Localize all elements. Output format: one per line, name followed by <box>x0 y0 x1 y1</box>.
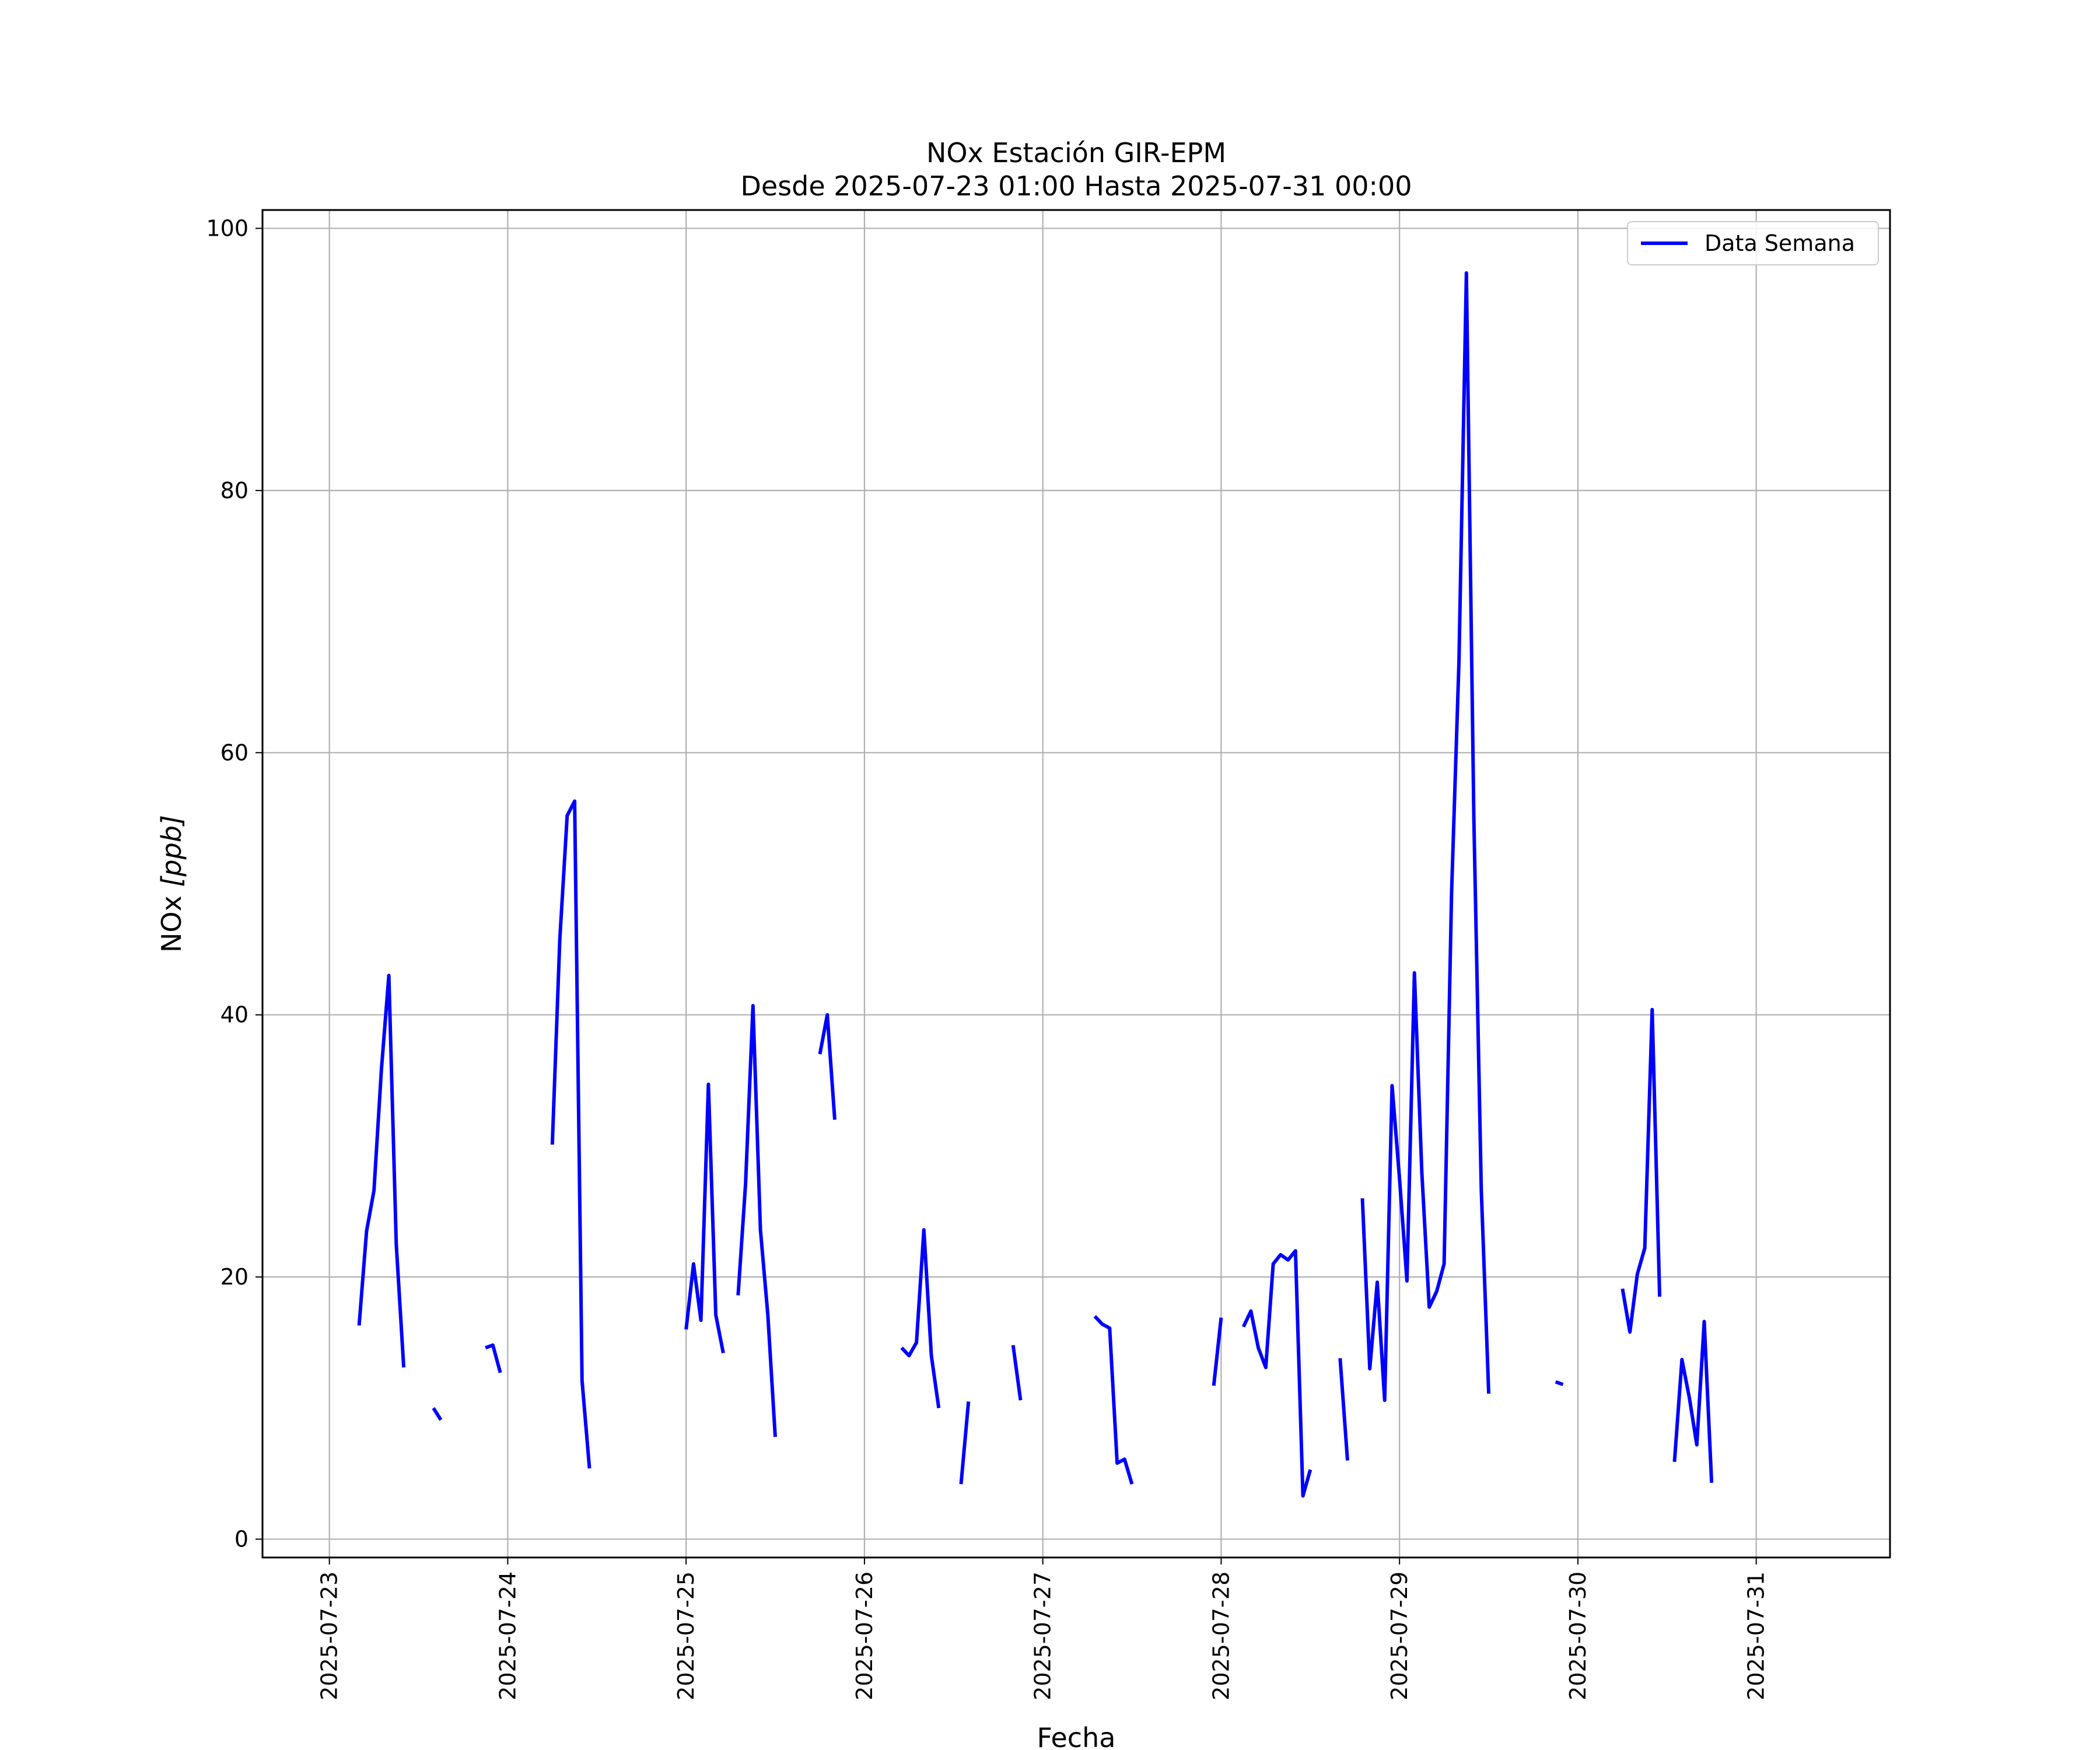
series-line-segment <box>1672 1320 1714 1483</box>
axis-ticks: 2025-07-23 2025-07-24 2025-07-25 2025-07-26… <box>206 215 1769 1700</box>
x-tick-label: 2025-07-27 <box>1030 1572 1056 1700</box>
y-axis-label: NOx [ppb] <box>156 815 187 953</box>
x-tick-label: 2025-07-29 <box>1387 1572 1412 1700</box>
y-tick-label: 100 <box>206 215 249 241</box>
series-line-segment <box>900 1228 941 1409</box>
x-tick-label: 2025-07-26 <box>852 1572 877 1700</box>
chart-subtitle: Desde 2025-07-23 01:00 Hasta 2025-07-31 … <box>740 170 1412 202</box>
series-line-segment <box>818 1013 836 1120</box>
y-tick-label: 40 <box>220 1002 249 1028</box>
x-axis-label: Fecha <box>1037 1722 1116 1750</box>
series-line-segment <box>1212 1317 1223 1386</box>
series-line-segment <box>1011 1345 1023 1401</box>
x-tick-label: 2025-07-24 <box>495 1572 520 1700</box>
series-line-segment <box>485 1343 502 1373</box>
y-axis-label-quantity: NOx <box>156 887 187 953</box>
y-tick-label: 80 <box>220 478 249 503</box>
x-tick-label: 2025-07-25 <box>673 1572 699 1700</box>
series-line-segment <box>1555 1380 1564 1387</box>
y-tick-label: 60 <box>220 740 249 765</box>
x-tick-label: 2025-07-23 <box>317 1572 342 1700</box>
series-line-segment <box>959 1401 971 1485</box>
series-line-segment <box>432 1407 443 1421</box>
legend: Data Semana <box>1627 221 1879 265</box>
y-tick-label: 20 <box>220 1264 249 1290</box>
series-line-segment <box>736 1004 777 1437</box>
legend-box <box>1627 221 1879 265</box>
x-tick-label: 2025-07-31 <box>1744 1572 1769 1700</box>
legend-label: Data Semana <box>1704 230 1855 256</box>
series-line-segment <box>1620 1007 1662 1334</box>
plot-frame <box>261 209 1891 1559</box>
series-line-segment <box>1093 1315 1134 1485</box>
series-line-segment <box>1338 1358 1349 1461</box>
y-axis-label-unit: [ppb] <box>156 815 187 887</box>
y-tick-label: 0 <box>235 1527 249 1552</box>
series-line-segment <box>1241 1249 1312 1498</box>
series-line-segment <box>1360 271 1491 1402</box>
chart-title: NOx Estación GIR-EPM <box>926 137 1226 169</box>
x-tick-label: 2025-07-30 <box>1565 1572 1591 1700</box>
series-lines <box>357 271 1714 1498</box>
series-line-segment <box>357 974 406 1368</box>
series-line-segment <box>550 799 592 1469</box>
grid <box>262 210 1890 1558</box>
x-tick-label: 2025-07-28 <box>1208 1572 1234 1700</box>
series-line-segment <box>684 1082 725 1354</box>
